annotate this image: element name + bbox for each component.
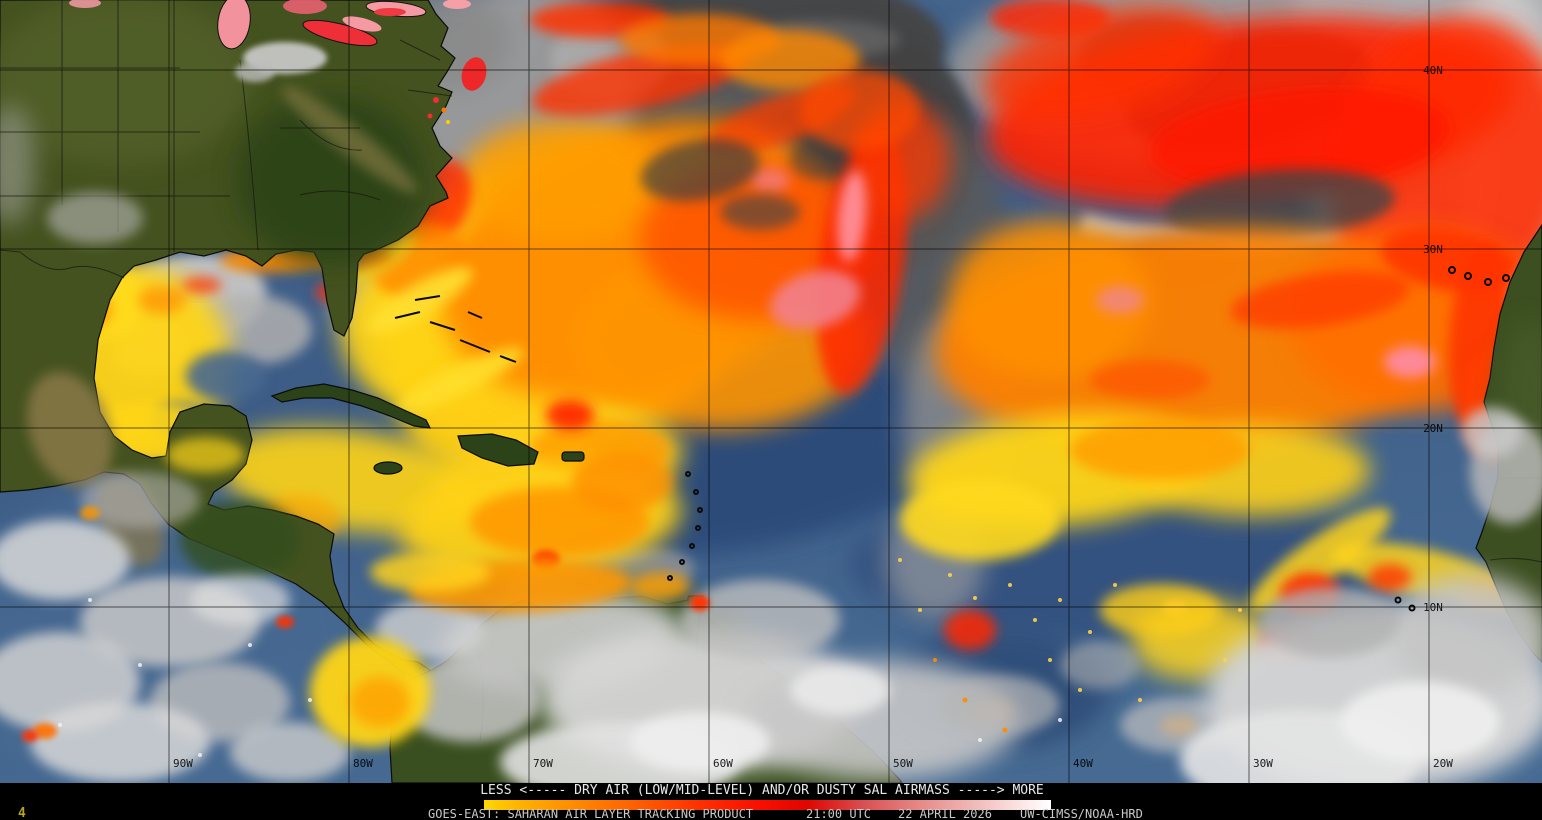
caption-product-title: GOES-EAST: SAHARAN AIR LAYER TRACKING PR…: [428, 807, 754, 820]
island-puerto-rico: [561, 451, 585, 462]
cloud-layer-itcz: [0, 42, 1542, 783]
lat-label-30n: 30N: [1423, 243, 1443, 256]
canary-islands: [1448, 266, 1510, 286]
lon-label-60w: 60W: [713, 757, 733, 770]
graticule: 40N 30N 20N 10N 90W 80W 70W 60W 50W 40W …: [0, 0, 1542, 783]
lon-label-50w: 50W: [893, 757, 913, 770]
caption-valid-date: 22 APRIL 2026: [898, 807, 992, 820]
lat-label-40n: 40N: [1423, 64, 1443, 77]
sal-dust-layer: [0, 0, 1542, 736]
lat-label-10n: 10N: [1423, 601, 1443, 614]
caption-valid-time: 21:00 UTC: [806, 807, 872, 820]
lon-label-70w: 70W: [533, 757, 553, 770]
frame-number: 4: [18, 806, 26, 820]
lon-label-40w: 40W: [1073, 757, 1093, 770]
lon-label-90w: 90W: [173, 757, 193, 770]
lon-label-80w: 80W: [353, 757, 373, 770]
island-outlines: [394, 266, 1510, 612]
graticule-labels: 40N 30N 20N 10N 90W 80W 70W 60W 50W 40W …: [173, 64, 1453, 770]
lon-label-30w: 30W: [1253, 757, 1273, 770]
legend-label: LESS <----- DRY AIR (LOW/MID-LEVEL) AND/…: [480, 783, 1044, 798]
bottom-annotation-bar: LESS <----- DRY AIR (LOW/MID-LEVEL) AND/…: [0, 783, 1542, 820]
lesser-antilles-arc: [667, 471, 703, 581]
cape-verde-islands: [1394, 596, 1416, 612]
speckle-dots: [58, 558, 1242, 757]
legend-colorbar: [484, 800, 1051, 810]
lat-label-20n: 20N: [1423, 422, 1443, 435]
island-hispaniola: [457, 433, 539, 467]
satellite-map: 40N 30N 20N 10N 90W 80W 70W 60W 50W 40W …: [0, 0, 1542, 783]
island-jamaica: [373, 461, 403, 475]
lon-label-20w: 20W: [1433, 757, 1453, 770]
map-canvas: 40N 30N 20N 10N 90W 80W 70W 60W 50W 40W …: [0, 0, 1542, 783]
caption-credit: UW-CIMSS/NOAA-HRD: [1020, 807, 1143, 820]
